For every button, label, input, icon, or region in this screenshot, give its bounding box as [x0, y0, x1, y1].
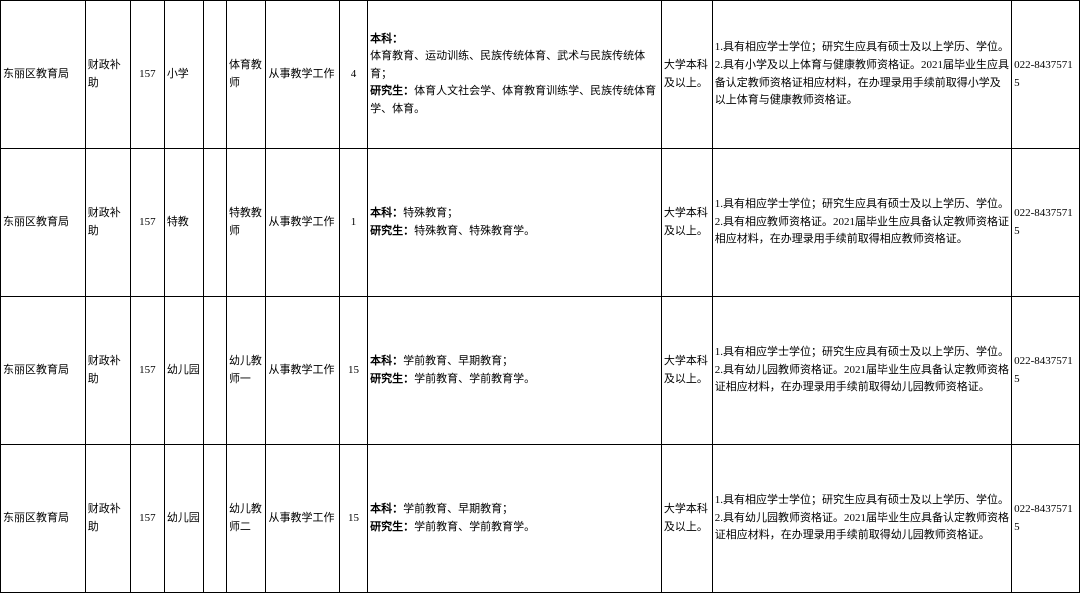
- cell-funding: 财政补助: [85, 445, 130, 593]
- cell-requirement: 1.具有相应学士学位；研究生应具有硕士及以上学历、学位。2.具有幼儿园教师资格证…: [712, 297, 1011, 445]
- major-grad: 学前教育、学前教育学。: [414, 373, 535, 385]
- cell-empty: [204, 445, 227, 593]
- major-grad-prefix: 研究生：: [370, 225, 414, 237]
- table-row: 东丽区教育局 财政补助 157 特教 特教教师 从事教学工作 1 本科：特殊教育…: [1, 149, 1080, 297]
- major-bk: 学前教育、早期教育；: [403, 355, 513, 367]
- cell-requirement: 1.具有相应学士学位；研究生应具有硕士及以上学历、学位。2.具有幼儿园教师资格证…: [712, 445, 1011, 593]
- cell-funding: 财政补助: [85, 149, 130, 297]
- major-bk: 特殊教育；: [403, 207, 458, 219]
- major-bk: 学前教育、早期教育；: [403, 503, 513, 515]
- cell-funding: 财政补助: [85, 297, 130, 445]
- major-grad: 体育人文社会学、体育教育训练学、民族传统体育学、体育。: [370, 85, 656, 115]
- cell-major: 本科：学前教育、早期教育； 研究生：学前教育、学前教育学。: [368, 297, 662, 445]
- cell-tel: 022-84375715: [1012, 297, 1080, 445]
- major-bk-prefix: 本科：: [370, 503, 403, 515]
- cell-position: 幼儿教师二: [226, 445, 266, 593]
- cell-level: 小学: [164, 1, 204, 149]
- cell-level: 幼儿园: [164, 445, 204, 593]
- cell-tel: 022-84375715: [1012, 445, 1080, 593]
- major-bk: 体育教育、运动训练、民族传统体育、武术与民族传统体育；: [370, 50, 645, 80]
- cell-tel: 022-84375715: [1012, 149, 1080, 297]
- cell-position: 幼儿教师一: [226, 297, 266, 445]
- cell-code: 157: [130, 1, 164, 149]
- major-grad: 特殊教育、特殊教育学。: [414, 225, 535, 237]
- cell-empty: [204, 1, 227, 149]
- cell-level: 幼儿园: [164, 297, 204, 445]
- major-grad-prefix: 研究生：: [370, 85, 414, 97]
- cell-education: 大学本科及以上。: [661, 1, 712, 149]
- cell-requirement: 1.具有相应学士学位；研究生应具有硕士及以上学历、学位。2.具有小学及以上体育与…: [712, 1, 1011, 149]
- cell-education: 大学本科及以上。: [661, 445, 712, 593]
- table-row: 东丽区教育局 财政补助 157 幼儿园 幼儿教师一 从事教学工作 15 本科：学…: [1, 297, 1080, 445]
- cell-empty: [204, 297, 227, 445]
- cell-department: 东丽区教育局: [1, 445, 86, 593]
- cell-education: 大学本科及以上。: [661, 297, 712, 445]
- table-row: 东丽区教育局 财政补助 157 幼儿园 幼儿教师二 从事教学工作 15 本科：学…: [1, 445, 1080, 593]
- cell-duty: 从事教学工作: [266, 445, 339, 593]
- cell-major: 本科：学前教育、早期教育； 研究生：学前教育、学前教育学。: [368, 445, 662, 593]
- cell-empty: [204, 149, 227, 297]
- cell-requirement: 1.具有相应学士学位；研究生应具有硕士及以上学历、学位。2.具有相应教师资格证。…: [712, 149, 1011, 297]
- cell-count: 15: [339, 297, 367, 445]
- major-bk-prefix: 本科：: [370, 207, 403, 219]
- cell-department: 东丽区教育局: [1, 149, 86, 297]
- recruitment-table: 东丽区教育局 财政补助 157 小学 体育教师 从事教学工作 4 本科： 体育教…: [0, 0, 1080, 593]
- major-grad: 学前教育、学前教育学。: [414, 521, 535, 533]
- cell-count: 1: [339, 149, 367, 297]
- major-grad-prefix: 研究生：: [370, 373, 414, 385]
- cell-position: 体育教师: [226, 1, 266, 149]
- cell-count: 15: [339, 445, 367, 593]
- table-row: 东丽区教育局 财政补助 157 小学 体育教师 从事教学工作 4 本科： 体育教…: [1, 1, 1080, 149]
- major-grad-prefix: 研究生：: [370, 521, 414, 533]
- cell-major: 本科：特殊教育； 研究生：特殊教育、特殊教育学。: [368, 149, 662, 297]
- cell-duty: 从事教学工作: [266, 1, 339, 149]
- cell-funding: 财政补助: [85, 1, 130, 149]
- major-bk-prefix: 本科：: [370, 355, 403, 367]
- cell-major: 本科： 体育教育、运动训练、民族传统体育、武术与民族传统体育； 研究生：体育人文…: [368, 1, 662, 149]
- cell-level: 特教: [164, 149, 204, 297]
- cell-duty: 从事教学工作: [266, 297, 339, 445]
- major-bk-prefix: 本科：: [370, 33, 403, 45]
- cell-position: 特教教师: [226, 149, 266, 297]
- table-body: 东丽区教育局 财政补助 157 小学 体育教师 从事教学工作 4 本科： 体育教…: [1, 1, 1080, 593]
- cell-education: 大学本科及以上。: [661, 149, 712, 297]
- cell-code: 157: [130, 149, 164, 297]
- cell-department: 东丽区教育局: [1, 297, 86, 445]
- cell-tel: 022-84375715: [1012, 1, 1080, 149]
- cell-duty: 从事教学工作: [266, 149, 339, 297]
- cell-count: 4: [339, 1, 367, 149]
- cell-code: 157: [130, 297, 164, 445]
- cell-department: 东丽区教育局: [1, 1, 86, 149]
- cell-code: 157: [130, 445, 164, 593]
